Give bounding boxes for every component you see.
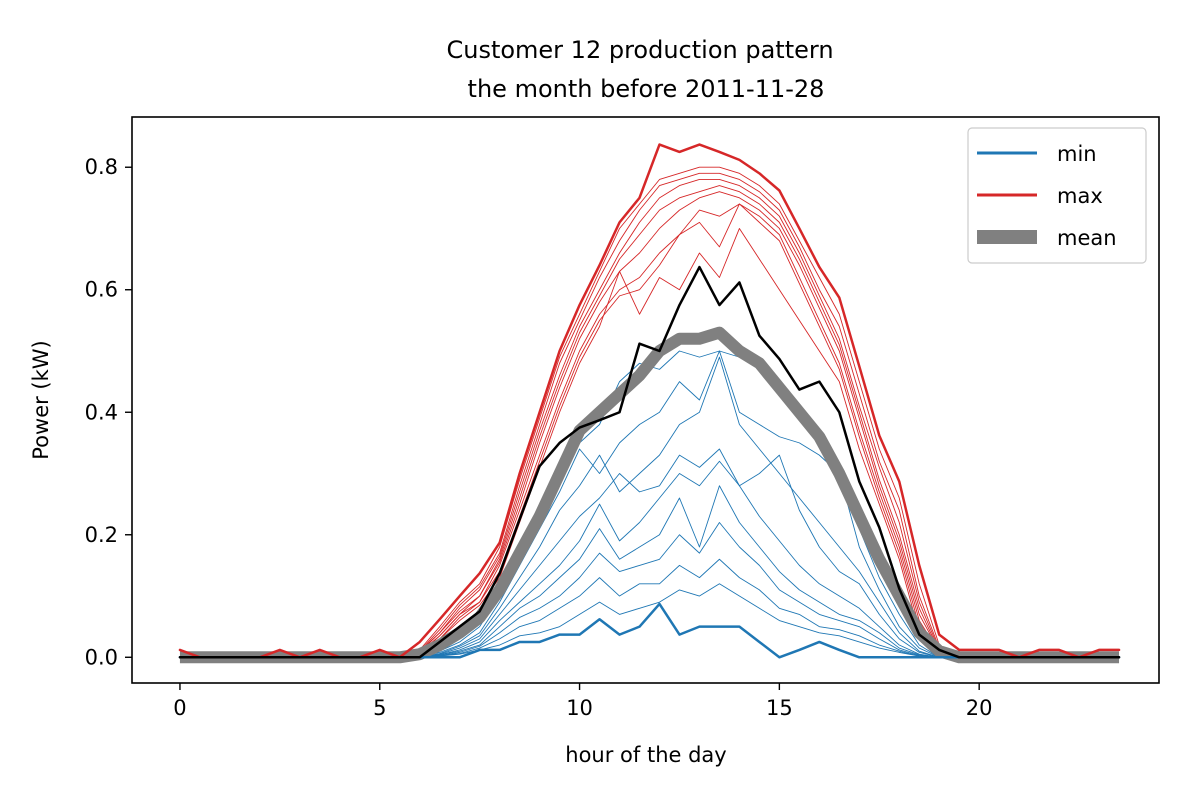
chart-title-line-1: Customer 12 production pattern [446, 36, 833, 64]
y-tick-label: 0.2 [85, 523, 118, 547]
legend-max-label: max [1057, 184, 1103, 208]
x-tick-label: 5 [373, 696, 386, 720]
plot-area-frame [131, 116, 1160, 684]
chart-title-line-2: the month before 2011-11-28 [468, 75, 825, 103]
x-axis-ticks: 0 5 10 15 20 [173, 683, 993, 720]
x-tick-label: 10 [566, 696, 593, 720]
x-tick-label: 20 [966, 696, 993, 720]
x-tick-label: 15 [766, 696, 793, 720]
legend-frame [967, 127, 1147, 264]
legend-min-label: min [1057, 142, 1097, 166]
legend-mean-label: mean [1057, 226, 1117, 250]
y-axis-label: Power (kW) [29, 340, 53, 459]
y-tick-label: 0.0 [85, 645, 118, 669]
series-layer [178, 143, 1121, 664]
x-tick-label: 0 [173, 696, 186, 720]
legend: min max mean [967, 127, 1147, 264]
y-axis-ticks: 0.0 0.2 0.4 0.6 0.8 [85, 155, 132, 669]
x-axis-label: hour of the day [565, 743, 726, 767]
y-tick-label: 0.6 [85, 278, 118, 302]
y-tick-label: 0.8 [85, 155, 118, 179]
y-tick-label: 0.4 [85, 400, 118, 424]
series-line-current-3 [178, 265, 1121, 659]
